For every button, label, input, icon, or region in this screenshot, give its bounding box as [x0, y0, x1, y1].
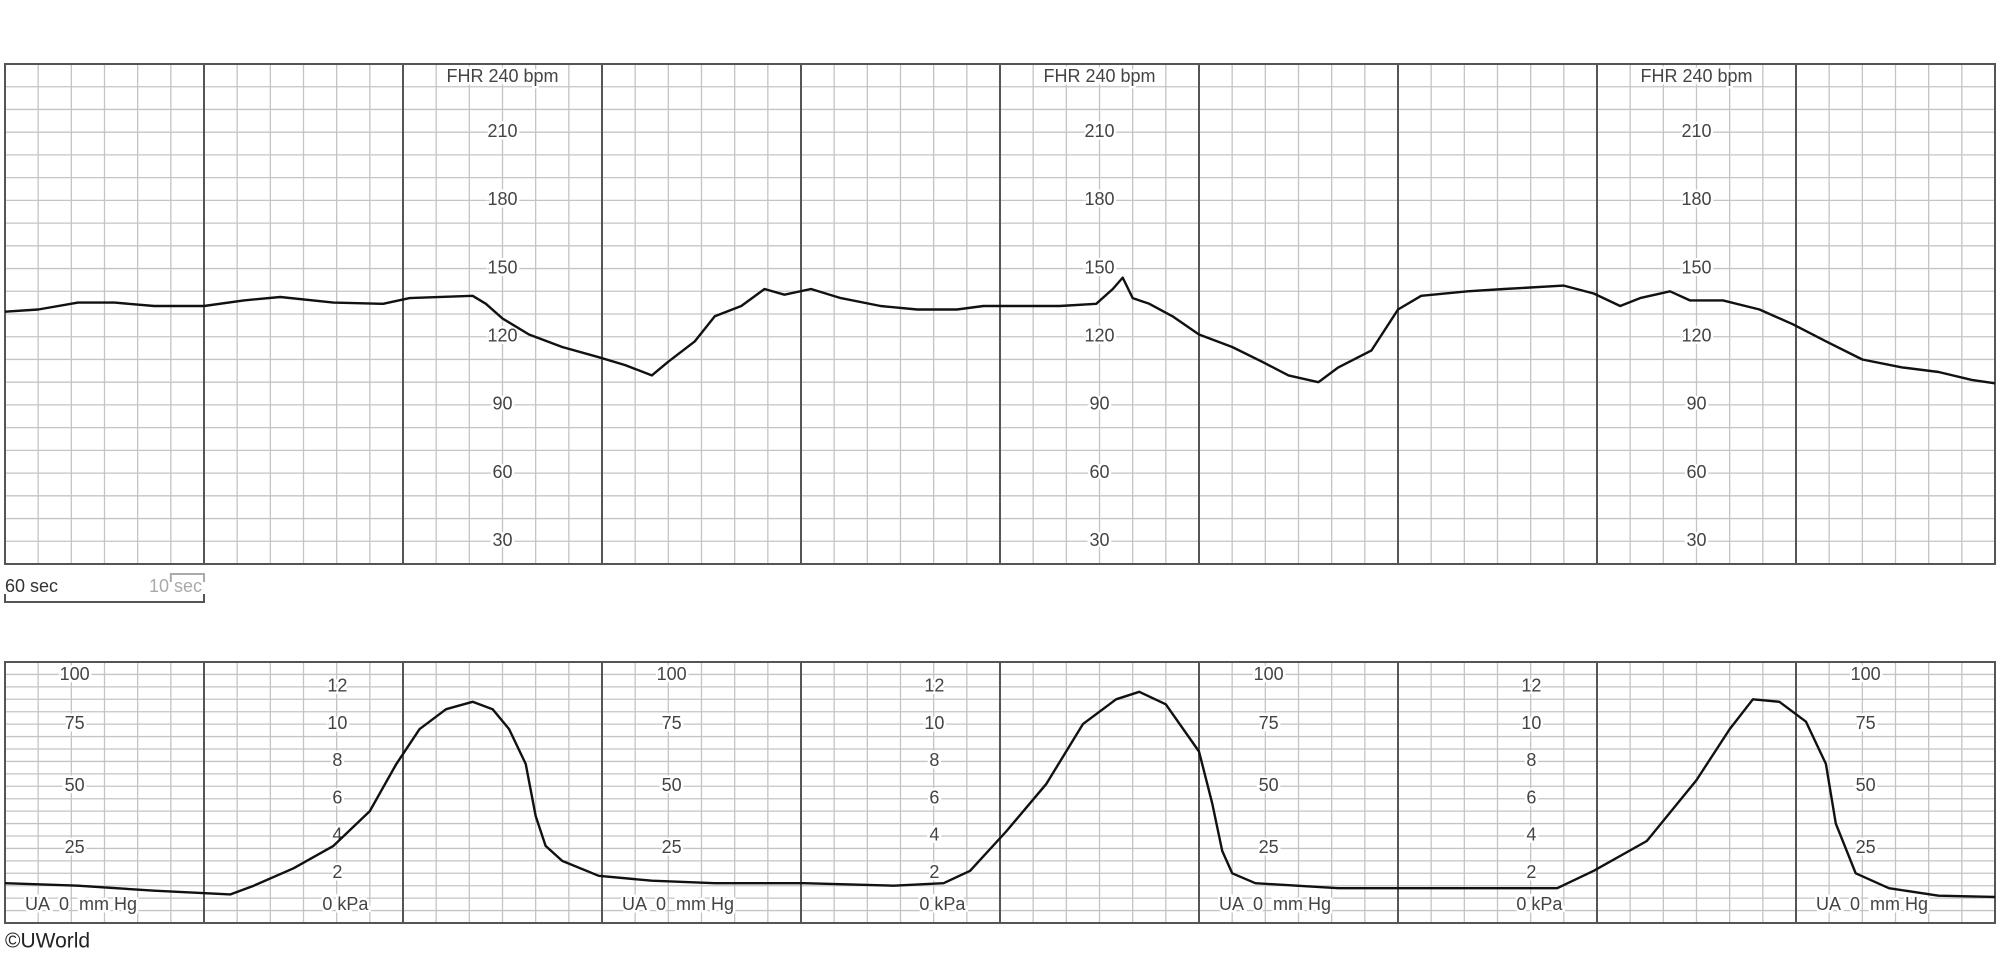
y-tick-label: 75 — [662, 713, 682, 733]
time-scale-bar — [4, 594, 205, 603]
y-tick-label: 180 — [1084, 189, 1114, 209]
y-tick-label: 180 — [487, 189, 517, 209]
y2-tick-label: 10 — [327, 713, 347, 733]
y2-tick-label: 6 — [1526, 787, 1536, 807]
plot-border — [4, 661, 1996, 924]
y2-baseline-label: 0 kPa — [1516, 894, 1563, 914]
y2-tick-label: 4 — [1526, 825, 1536, 845]
time-scale-label: 10 sec — [149, 576, 202, 596]
y-tick-label: 120 — [487, 325, 517, 345]
y-tick-label: 30 — [1089, 530, 1109, 550]
baseline-label: UA 0 mm Hg — [622, 894, 734, 914]
y-tick-label: 90 — [1089, 394, 1109, 414]
y-tick-label: 60 — [492, 462, 512, 482]
y2-tick-label: 2 — [1526, 862, 1536, 882]
y2-tick-label: 8 — [1526, 750, 1536, 770]
y-tick-label: 100 — [1851, 664, 1881, 684]
scale-title: FHR 240 bpm — [446, 66, 558, 86]
y-tick-label: 90 — [492, 394, 512, 414]
y-tick-label: 100 — [60, 664, 90, 684]
y-tick-label: 180 — [1681, 189, 1711, 209]
time-scale-label: 60 sec — [5, 576, 58, 596]
y-tick-label: 30 — [492, 530, 512, 550]
y2-tick-label: 10 — [924, 713, 944, 733]
y-tick-label: 60 — [1089, 462, 1109, 482]
y-tick-label: 120 — [1681, 325, 1711, 345]
y-tick-label: 30 — [1686, 530, 1706, 550]
baseline-label: UA 0 mm Hg — [25, 894, 137, 914]
y-tick-label: 100 — [657, 664, 687, 684]
y-tick-label: 50 — [65, 775, 85, 795]
y2-tick-label: 2 — [332, 862, 342, 882]
y-tick-label: 210 — [1084, 121, 1114, 141]
y-tick-label: 90 — [1686, 394, 1706, 414]
y-tick-label: 25 — [65, 837, 85, 857]
scale-title: FHR 240 bpm — [1640, 66, 1752, 86]
y-tick-label: 210 — [487, 121, 517, 141]
baseline-label: UA 0 mm Hg — [1816, 894, 1928, 914]
y-tick-label: 75 — [1259, 713, 1279, 733]
y-tick-label: 210 — [1681, 121, 1711, 141]
y-tick-label: 25 — [1856, 837, 1876, 857]
y2-baseline-label: 0 kPa — [919, 894, 966, 914]
y-tick-label: 150 — [1084, 257, 1114, 277]
y2-tick-label: 8 — [332, 750, 342, 770]
y2-tick-label: 12 — [924, 676, 944, 696]
y-tick-label: 150 — [1681, 257, 1711, 277]
y-tick-label: 60 — [1686, 462, 1706, 482]
y-tick-label: 120 — [1084, 325, 1114, 345]
y-tick-label: 75 — [65, 713, 85, 733]
y-tick-label: 25 — [1259, 837, 1279, 857]
time-scale-bracket — [169, 573, 205, 582]
plot-border — [4, 63, 1996, 565]
y2-tick-label: 6 — [332, 787, 342, 807]
trace-line — [4, 690, 1996, 899]
y-tick-label: 50 — [1856, 775, 1876, 795]
y-tick-label: 50 — [1259, 775, 1279, 795]
y2-tick-label: 4 — [332, 825, 342, 845]
y2-tick-label: 2 — [929, 862, 939, 882]
y2-tick-label: 10 — [1521, 713, 1541, 733]
y2-tick-label: 8 — [929, 750, 939, 770]
copyright: ©UWorld — [5, 930, 90, 953]
y-tick-label: 25 — [662, 837, 682, 857]
y2-tick-label: 4 — [929, 825, 939, 845]
baseline-label: UA 0 mm Hg — [1219, 894, 1331, 914]
y-tick-label: 50 — [662, 775, 682, 795]
y2-tick-label: 12 — [327, 676, 347, 696]
y-tick-label: 150 — [487, 257, 517, 277]
y2-baseline-label: 0 kPa — [322, 894, 369, 914]
y-tick-label: 100 — [1254, 664, 1284, 684]
y-tick-label: 75 — [1856, 713, 1876, 733]
trace-line — [4, 276, 1996, 385]
y2-tick-label: 12 — [1521, 676, 1541, 696]
scale-title: FHR 240 bpm — [1043, 66, 1155, 86]
y2-tick-label: 6 — [929, 787, 939, 807]
